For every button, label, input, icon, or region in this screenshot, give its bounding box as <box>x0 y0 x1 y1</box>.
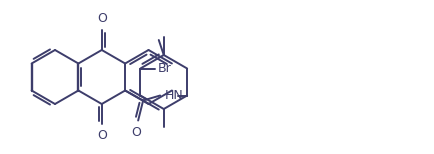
Text: Br: Br <box>157 62 171 75</box>
Text: O: O <box>131 126 141 140</box>
Text: O: O <box>97 12 106 25</box>
Text: O: O <box>97 129 106 142</box>
Text: HN: HN <box>165 89 184 102</box>
